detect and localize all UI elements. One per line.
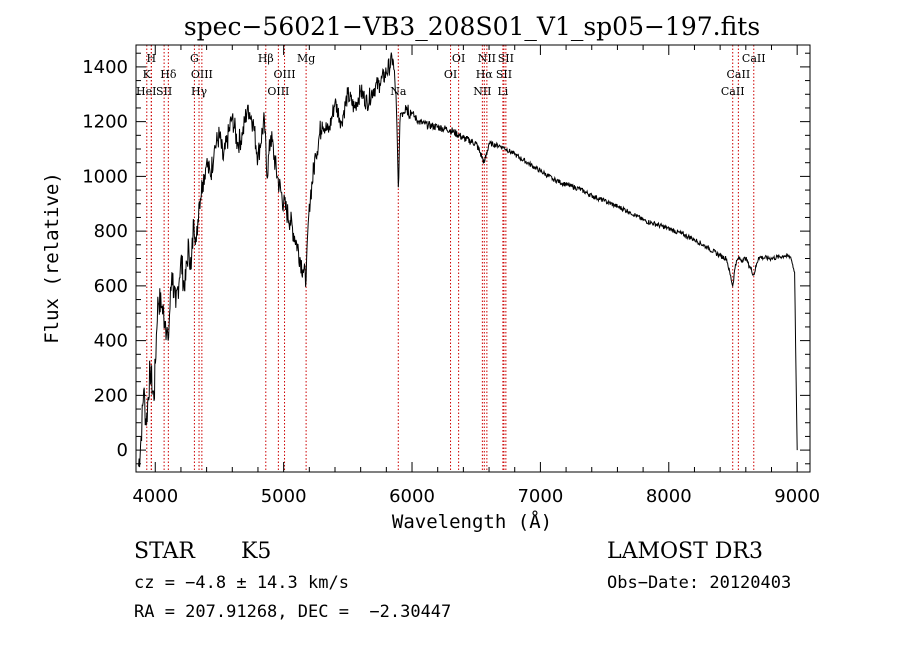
line-label: SII (156, 85, 172, 98)
coordinates: RA = 207.91268, DEC = −2.30447 (134, 602, 452, 622)
line-label: CaII (721, 85, 745, 98)
x-tick-label: 6000 (389, 486, 435, 507)
x-axis-ticks: 4000 5000 6000 7000 8000 9000 (132, 45, 820, 507)
line-label: CaII (742, 52, 766, 65)
line-label: SII (496, 68, 512, 81)
observation-date: Obs−Date: 20120403 (607, 573, 792, 593)
x-tick-label: 7000 (517, 486, 563, 507)
x-tick-label: 9000 (774, 486, 820, 507)
x-axis-label: Wavelength (Å) (392, 510, 552, 533)
line-label: HeI (136, 85, 156, 98)
line-label: SII (498, 52, 514, 65)
line-label: Hβ (258, 52, 274, 65)
line-label: OIII (274, 68, 296, 81)
x-tick-label: 4000 (132, 486, 178, 507)
x-tick-label: 8000 (646, 486, 692, 507)
line-label: Hα (476, 68, 494, 81)
line-label: Na (390, 85, 407, 98)
object-subclass: K5 (241, 539, 272, 564)
redshift-value: cz = −4.8 ± 14.3 km/s (134, 573, 349, 593)
emission-line-markers (146, 45, 755, 472)
line-label: K (143, 68, 152, 81)
y-tick-label: 200 (94, 385, 128, 406)
plot-frame (135, 44, 811, 473)
line-label: Mg (297, 52, 315, 65)
line-label: OIII (267, 85, 289, 98)
object-class: STAR (134, 539, 195, 564)
x-tick-label: 5000 (261, 486, 307, 507)
line-label: Hγ (191, 85, 208, 98)
line-label: G (190, 52, 199, 65)
line-label: NII (478, 52, 496, 65)
y-axis-ticks: 0 200 400 600 800 1000 1200 1400 (82, 52, 810, 465)
line-label: OI (444, 68, 457, 81)
line-label: OIII (191, 68, 213, 81)
line-label: OI (452, 52, 465, 65)
y-tick-label: 400 (94, 331, 128, 352)
spectrum-line (138, 52, 798, 468)
y-tick-label: 600 (94, 276, 128, 297)
line-label: NII (473, 85, 491, 98)
y-tick-label: 1400 (82, 57, 128, 78)
y-tick-label: 1000 (82, 166, 128, 187)
y-tick-label: 0 (117, 440, 128, 461)
line-label: CaII (727, 68, 751, 81)
y-tick-label: 1200 (82, 112, 128, 133)
line-label: Hδ (160, 68, 177, 81)
line-label: H (146, 52, 156, 65)
y-tick-label: 800 (94, 221, 128, 242)
line-label: Li (497, 85, 508, 98)
chart-title: spec−56021−VB3_208S01_V1_sp05−197.fits (184, 12, 760, 41)
survey-name: LAMOST DR3 (607, 539, 763, 564)
y-axis-label: Flux (relative) (41, 172, 63, 344)
